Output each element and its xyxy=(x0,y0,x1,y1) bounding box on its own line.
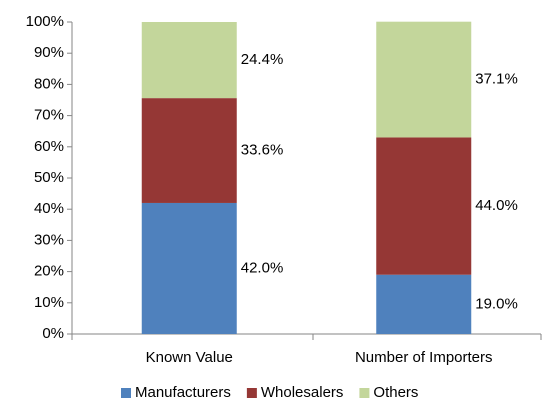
y-tick-label: 60% xyxy=(34,138,64,155)
value-label: 42.0% xyxy=(241,259,284,276)
y-tick-label: 0% xyxy=(42,325,64,342)
x-tick-label: Known Value xyxy=(146,349,233,366)
y-tick-label: 10% xyxy=(34,294,64,311)
value-label: 24.4% xyxy=(241,51,284,68)
bar-segment xyxy=(141,202,237,334)
y-tick-label: 50% xyxy=(34,169,64,186)
legend-label: Others xyxy=(373,384,418,401)
y-tick-label: 40% xyxy=(34,200,64,217)
legend-swatch xyxy=(246,388,257,398)
y-tick-label: 80% xyxy=(34,75,64,92)
y-tick-label: 70% xyxy=(34,107,64,124)
bar-segment xyxy=(376,21,472,138)
legend-swatch xyxy=(121,388,131,398)
value-label: 37.1% xyxy=(475,71,518,88)
value-label: 19.0% xyxy=(475,295,518,312)
bar-segment xyxy=(141,22,237,99)
x-tick-label: Number of Importers xyxy=(355,349,493,366)
bar-segment xyxy=(376,274,472,334)
value-label: 33.6% xyxy=(241,142,284,159)
bar-segment xyxy=(141,98,237,203)
legend-swatch xyxy=(359,388,370,398)
legend-label: Wholesalers xyxy=(261,384,344,401)
bar-segment xyxy=(376,137,472,275)
legend-label: Manufacturers xyxy=(135,384,231,401)
y-tick-label: 30% xyxy=(34,231,64,248)
y-tick-label: 20% xyxy=(34,263,64,280)
value-label: 44.0% xyxy=(475,197,518,214)
y-tick-label: 90% xyxy=(34,44,64,61)
y-tick-label: 100% xyxy=(26,13,64,30)
